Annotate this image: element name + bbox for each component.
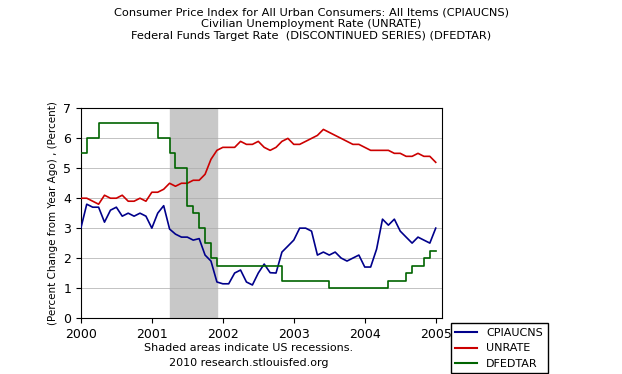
Legend: CPIAUCNS, UNRATE, DFEDTAR: CPIAUCNS, UNRATE, DFEDTAR [451,324,547,374]
Text: Shaded areas indicate US recessions.: Shaded areas indicate US recessions. [144,343,353,353]
Bar [170,108,217,318]
Text: Consumer Price Index for All Urban Consumers: All Items (CPIAUCNS)
Civilian Unem: Consumer Price Index for All Urban Consu… [113,7,509,41]
Y-axis label: (Percent Change from Year Ago) , (Percent): (Percent Change from Year Ago) , (Percen… [47,101,58,325]
Text: 2010 research.stlouisfed.org: 2010 research.stlouisfed.org [169,358,328,368]
